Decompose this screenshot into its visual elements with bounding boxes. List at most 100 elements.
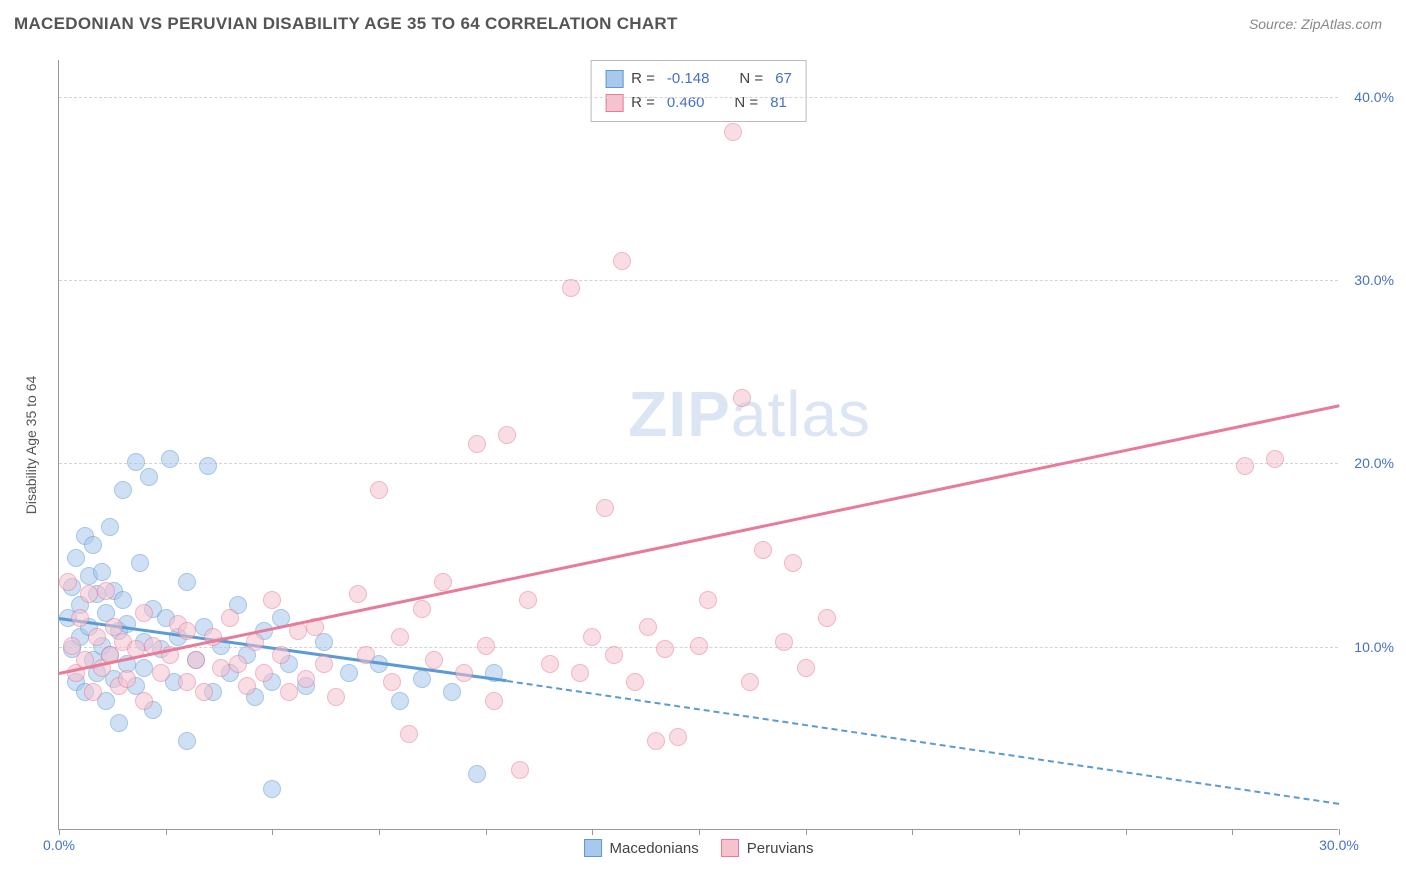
legend-series-name: Macedonians bbox=[610, 840, 699, 857]
data-point bbox=[152, 664, 170, 682]
legend-n-value: 81 bbox=[770, 91, 787, 115]
data-point bbox=[784, 554, 802, 572]
gridline-h bbox=[59, 97, 1338, 98]
xtick-mark bbox=[592, 829, 593, 835]
data-point bbox=[88, 628, 106, 646]
data-point bbox=[370, 481, 388, 499]
data-point bbox=[178, 673, 196, 691]
data-point bbox=[135, 692, 153, 710]
legend-n-value: 67 bbox=[775, 67, 792, 91]
legend-series-name: Peruvians bbox=[747, 840, 814, 857]
data-point bbox=[455, 664, 473, 682]
data-point bbox=[110, 714, 128, 732]
data-point bbox=[67, 549, 85, 567]
data-point bbox=[605, 646, 623, 664]
legend-row: R = -0.148 N = 67 bbox=[605, 67, 792, 91]
data-point bbox=[775, 633, 793, 651]
data-point bbox=[391, 692, 409, 710]
xtick-mark bbox=[699, 829, 700, 835]
xtick-mark bbox=[1019, 829, 1020, 835]
xtick-label: 30.0% bbox=[1319, 837, 1359, 853]
data-point bbox=[477, 637, 495, 655]
trend-line bbox=[59, 405, 1340, 676]
data-point bbox=[238, 677, 256, 695]
data-point bbox=[690, 637, 708, 655]
data-point bbox=[754, 541, 772, 559]
data-point bbox=[724, 123, 742, 141]
data-point bbox=[468, 435, 486, 453]
chart-container: Disability Age 35 to 64 ZIPatlas R =-0.1… bbox=[48, 50, 1388, 840]
legend-swatch bbox=[584, 839, 602, 857]
data-point bbox=[71, 609, 89, 627]
data-point bbox=[511, 761, 529, 779]
data-point bbox=[246, 633, 264, 651]
data-point bbox=[59, 573, 77, 591]
ytick-label: 30.0% bbox=[1344, 272, 1394, 288]
data-point bbox=[797, 659, 815, 677]
data-point bbox=[280, 683, 298, 701]
data-point bbox=[349, 585, 367, 603]
data-point bbox=[468, 765, 486, 783]
data-point bbox=[669, 728, 687, 746]
data-point bbox=[135, 659, 153, 677]
data-point bbox=[413, 600, 431, 618]
ytick-label: 40.0% bbox=[1344, 89, 1394, 105]
data-point bbox=[97, 582, 115, 600]
data-point bbox=[315, 655, 333, 673]
data-point bbox=[297, 670, 315, 688]
data-point bbox=[178, 573, 196, 591]
data-point bbox=[327, 688, 345, 706]
correlation-legend: R = -0.148 N = 67R = 0.460 N = 81 bbox=[590, 60, 807, 122]
xtick-mark bbox=[272, 829, 273, 835]
legend-r-value: -0.148 bbox=[667, 67, 710, 91]
data-point bbox=[613, 252, 631, 270]
data-point bbox=[340, 664, 358, 682]
ytick-label: 20.0% bbox=[1344, 455, 1394, 471]
data-point bbox=[84, 536, 102, 554]
data-point bbox=[699, 591, 717, 609]
data-point bbox=[519, 591, 537, 609]
legend-n-label: N = bbox=[739, 67, 763, 91]
data-point bbox=[195, 683, 213, 701]
data-point bbox=[161, 450, 179, 468]
data-point bbox=[80, 585, 98, 603]
data-point bbox=[212, 659, 230, 677]
data-point bbox=[733, 389, 751, 407]
xtick-label: 0.0% bbox=[43, 837, 75, 853]
data-point bbox=[272, 646, 290, 664]
legend-r-value: 0.460 bbox=[667, 91, 705, 115]
y-axis-label: Disability Age 35 to 64 bbox=[23, 375, 39, 514]
data-point bbox=[101, 518, 119, 536]
data-point bbox=[93, 563, 111, 581]
data-point bbox=[498, 426, 516, 444]
legend-item: Macedonians bbox=[584, 839, 699, 857]
data-point bbox=[221, 609, 239, 627]
data-point bbox=[400, 725, 418, 743]
data-point bbox=[114, 481, 132, 499]
legend-n-label: N = bbox=[734, 91, 758, 115]
data-point bbox=[413, 670, 431, 688]
chart-title: MACEDONIAN VS PERUVIAN DISABILITY AGE 35… bbox=[14, 14, 678, 34]
ytick-label: 10.0% bbox=[1344, 639, 1394, 655]
data-point bbox=[63, 637, 81, 655]
xtick-mark bbox=[1339, 829, 1340, 835]
data-point bbox=[140, 468, 158, 486]
legend-swatch bbox=[721, 839, 739, 857]
xtick-mark bbox=[1126, 829, 1127, 835]
series-legend: Macedonians Peruvians bbox=[584, 839, 814, 857]
gridline-h bbox=[59, 280, 1338, 281]
data-point bbox=[425, 651, 443, 669]
xtick-mark bbox=[1232, 829, 1233, 835]
data-point bbox=[255, 664, 273, 682]
plot-area: Disability Age 35 to 64 ZIPatlas R =-0.1… bbox=[58, 60, 1338, 830]
data-point bbox=[199, 457, 217, 475]
data-point bbox=[1236, 457, 1254, 475]
xtick-mark bbox=[166, 829, 167, 835]
trend-line bbox=[507, 680, 1339, 805]
data-point bbox=[263, 591, 281, 609]
xtick-mark bbox=[59, 829, 60, 835]
data-point bbox=[357, 646, 375, 664]
data-point bbox=[596, 499, 614, 517]
data-point bbox=[656, 640, 674, 658]
legend-r-label: R = bbox=[631, 67, 655, 91]
